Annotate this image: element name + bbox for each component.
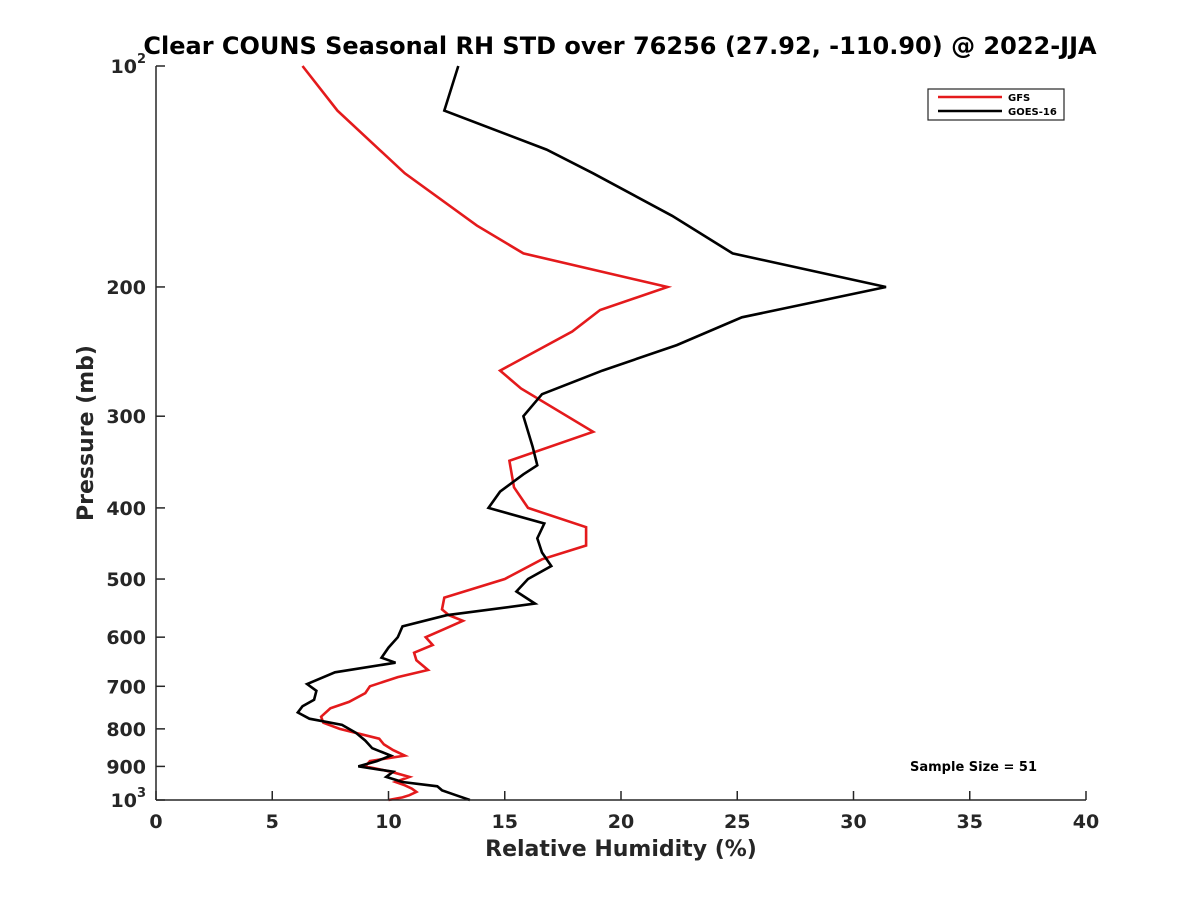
y-tick-label: 102 xyxy=(111,52,147,78)
x-axis-label: Relative Humidity (%) xyxy=(485,837,757,862)
y-tick-label: 800 xyxy=(106,719,146,741)
series-line-gfs xyxy=(301,65,673,802)
y-axis-label: Pressure (mb) xyxy=(74,345,99,521)
y-tick-label: 900 xyxy=(106,756,146,778)
x-tick-label: 5 xyxy=(266,811,279,833)
chart-title: Clear COUNS Seasonal RH STD over 76256 (… xyxy=(143,32,1097,60)
x-tick-label: 10 xyxy=(375,811,401,833)
x-tick-label: 40 xyxy=(1073,811,1099,833)
x-tick-label: 15 xyxy=(492,811,518,833)
y-tick-label: 200 xyxy=(106,277,146,299)
y-tick-label: 700 xyxy=(106,676,146,698)
legend: GFS GOES-16 xyxy=(927,88,1065,121)
sample-size-annotation: Sample Size = 51 xyxy=(910,760,1037,775)
legend-box xyxy=(927,88,1065,121)
y-tick-label: 500 xyxy=(106,569,146,591)
series-line-goes-16 xyxy=(295,65,887,802)
y-tick-label: 300 xyxy=(106,406,146,428)
y-tick-label: 103 xyxy=(111,786,147,812)
x-tick-label: 0 xyxy=(149,811,162,833)
legend-label-goes-16: GOES-16 xyxy=(1008,107,1057,118)
x-tick-label: 25 xyxy=(724,811,750,833)
legend-label-gfs: GFS xyxy=(1008,93,1030,104)
x-tick-label: 20 xyxy=(608,811,634,833)
x-tick-label: 30 xyxy=(840,811,866,833)
x-tick-label: 35 xyxy=(957,811,983,833)
y-tick-label: 600 xyxy=(106,627,146,649)
y-tick-label: 400 xyxy=(106,498,146,520)
